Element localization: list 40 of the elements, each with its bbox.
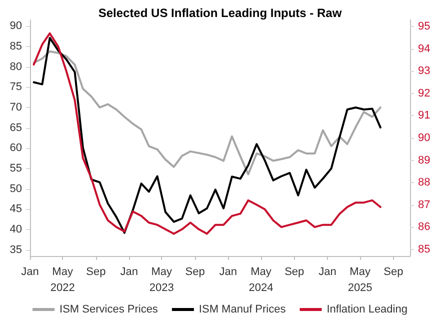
y2-tick-label: 95 — [418, 20, 430, 33]
y-tick-label: 80 — [10, 60, 22, 73]
x-tick-label: Sep — [384, 266, 404, 278]
y2-tick-label: 89 — [418, 154, 430, 166]
legend-label: ISM Manuf Prices — [198, 304, 286, 316]
x-tick-label: Jan — [219, 266, 238, 278]
y2-tick-label: 93 — [418, 65, 430, 78]
x-tick-label: Sep — [185, 266, 205, 278]
chart-title: Selected US Inflation Leading Inputs - Raw — [98, 6, 342, 20]
y-tick-label: 90 — [10, 20, 22, 32]
y2-tick-label: 92 — [418, 87, 430, 100]
x-tick-label: Sep — [86, 266, 106, 278]
x-tick-label: May 2023 — [149, 266, 174, 294]
y-tick-label: 35 — [10, 244, 22, 256]
y2-tick-label: 94 — [418, 42, 430, 55]
y-tick-label: 55 — [10, 162, 22, 175]
x-tick-label: May 2022 — [50, 266, 75, 294]
line-series — [32, 50, 382, 176]
y2-tick-label: 88 — [418, 176, 430, 189]
y-tick-label: 65 — [10, 122, 22, 134]
x-tick-label: May 2024 — [248, 266, 274, 294]
x-tick-label: Jan — [318, 266, 336, 278]
y2-tick-label: 90 — [418, 132, 430, 144]
legend-label: Inflation Leading — [326, 304, 408, 316]
y-tick-label: 75 — [10, 81, 22, 94]
x-tick-label: Jan — [21, 266, 39, 278]
x-tick-label: Jan — [120, 266, 138, 278]
legend-label: ISM Services Prices — [60, 304, 158, 316]
y-tick-label: 50 — [10, 182, 22, 195]
y-tick-label: 40 — [10, 224, 22, 236]
y2-tick-label: 86 — [418, 221, 430, 234]
x-tick-label: Sep — [284, 266, 304, 278]
y-tick-label: 70 — [10, 101, 22, 114]
y2-tick-label: 85 — [418, 243, 430, 256]
y2-tick-label: 87 — [418, 198, 430, 211]
y-tick-label: 60 — [10, 142, 22, 154]
y-tick-label: 85 — [10, 40, 22, 52]
y-tick-label: 45 — [10, 203, 22, 216]
x-tick-label: May 2025 — [348, 266, 372, 294]
y2-tick-label: 91 — [418, 110, 430, 122]
